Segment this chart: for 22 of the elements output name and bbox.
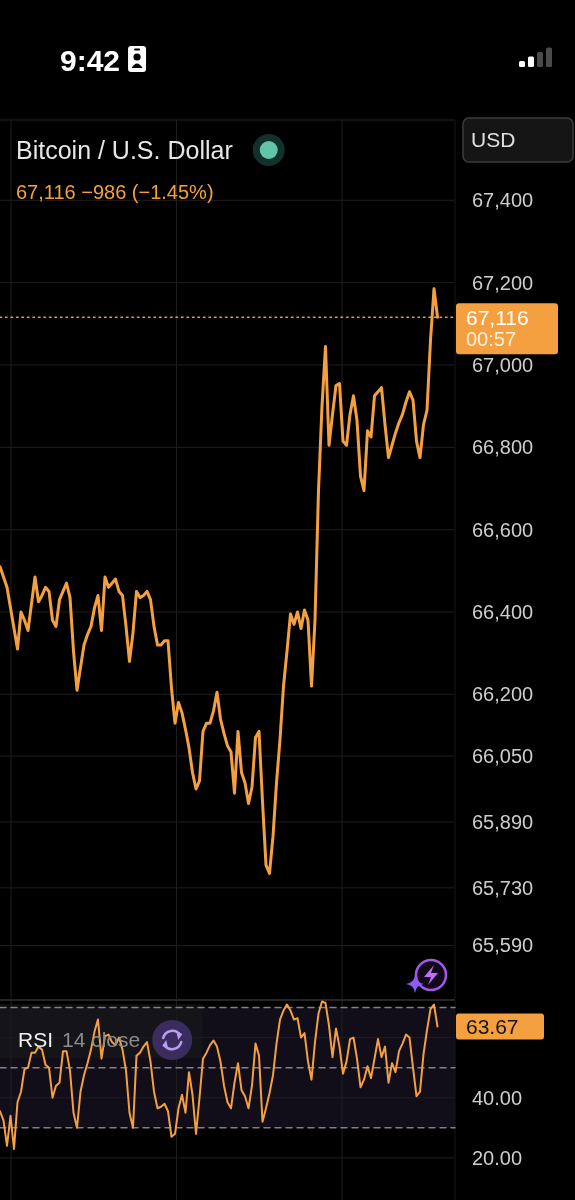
text: 67,116 −986 (−1.45%) [16, 181, 214, 203]
data-label: 63.67 [466, 1015, 519, 1039]
y-tick-label: 65,890 [472, 810, 534, 833]
y-tick-label: 65,590 [472, 934, 534, 957]
y-tick-label: 67,000 [472, 353, 534, 376]
y-tick-label: 67,400 [472, 189, 534, 212]
ref-line-label: 67,116 [466, 305, 529, 329]
line-series [0, 1000, 439, 1150]
y-tick-label: 66,200 [472, 683, 534, 706]
text: Bitcoin / U.S. Dollar [16, 135, 233, 164]
text: 00:57 [466, 328, 517, 351]
y-tick-label: 40.00 [472, 1086, 523, 1109]
y-tick-label: 66,600 [472, 518, 534, 541]
text: 9:42 [60, 43, 121, 77]
y-tick-label: 20.00 [472, 1146, 523, 1169]
currency-selector: USD [462, 117, 574, 163]
text: RSI [18, 1028, 54, 1052]
y-tick-label: 65,730 [472, 876, 534, 899]
y-tick-label: 66,050 [472, 745, 534, 768]
y-tick-label: 66,400 [472, 600, 534, 623]
y-tick-label: 66,800 [472, 436, 534, 459]
y-tick-label: 67,200 [472, 271, 534, 294]
